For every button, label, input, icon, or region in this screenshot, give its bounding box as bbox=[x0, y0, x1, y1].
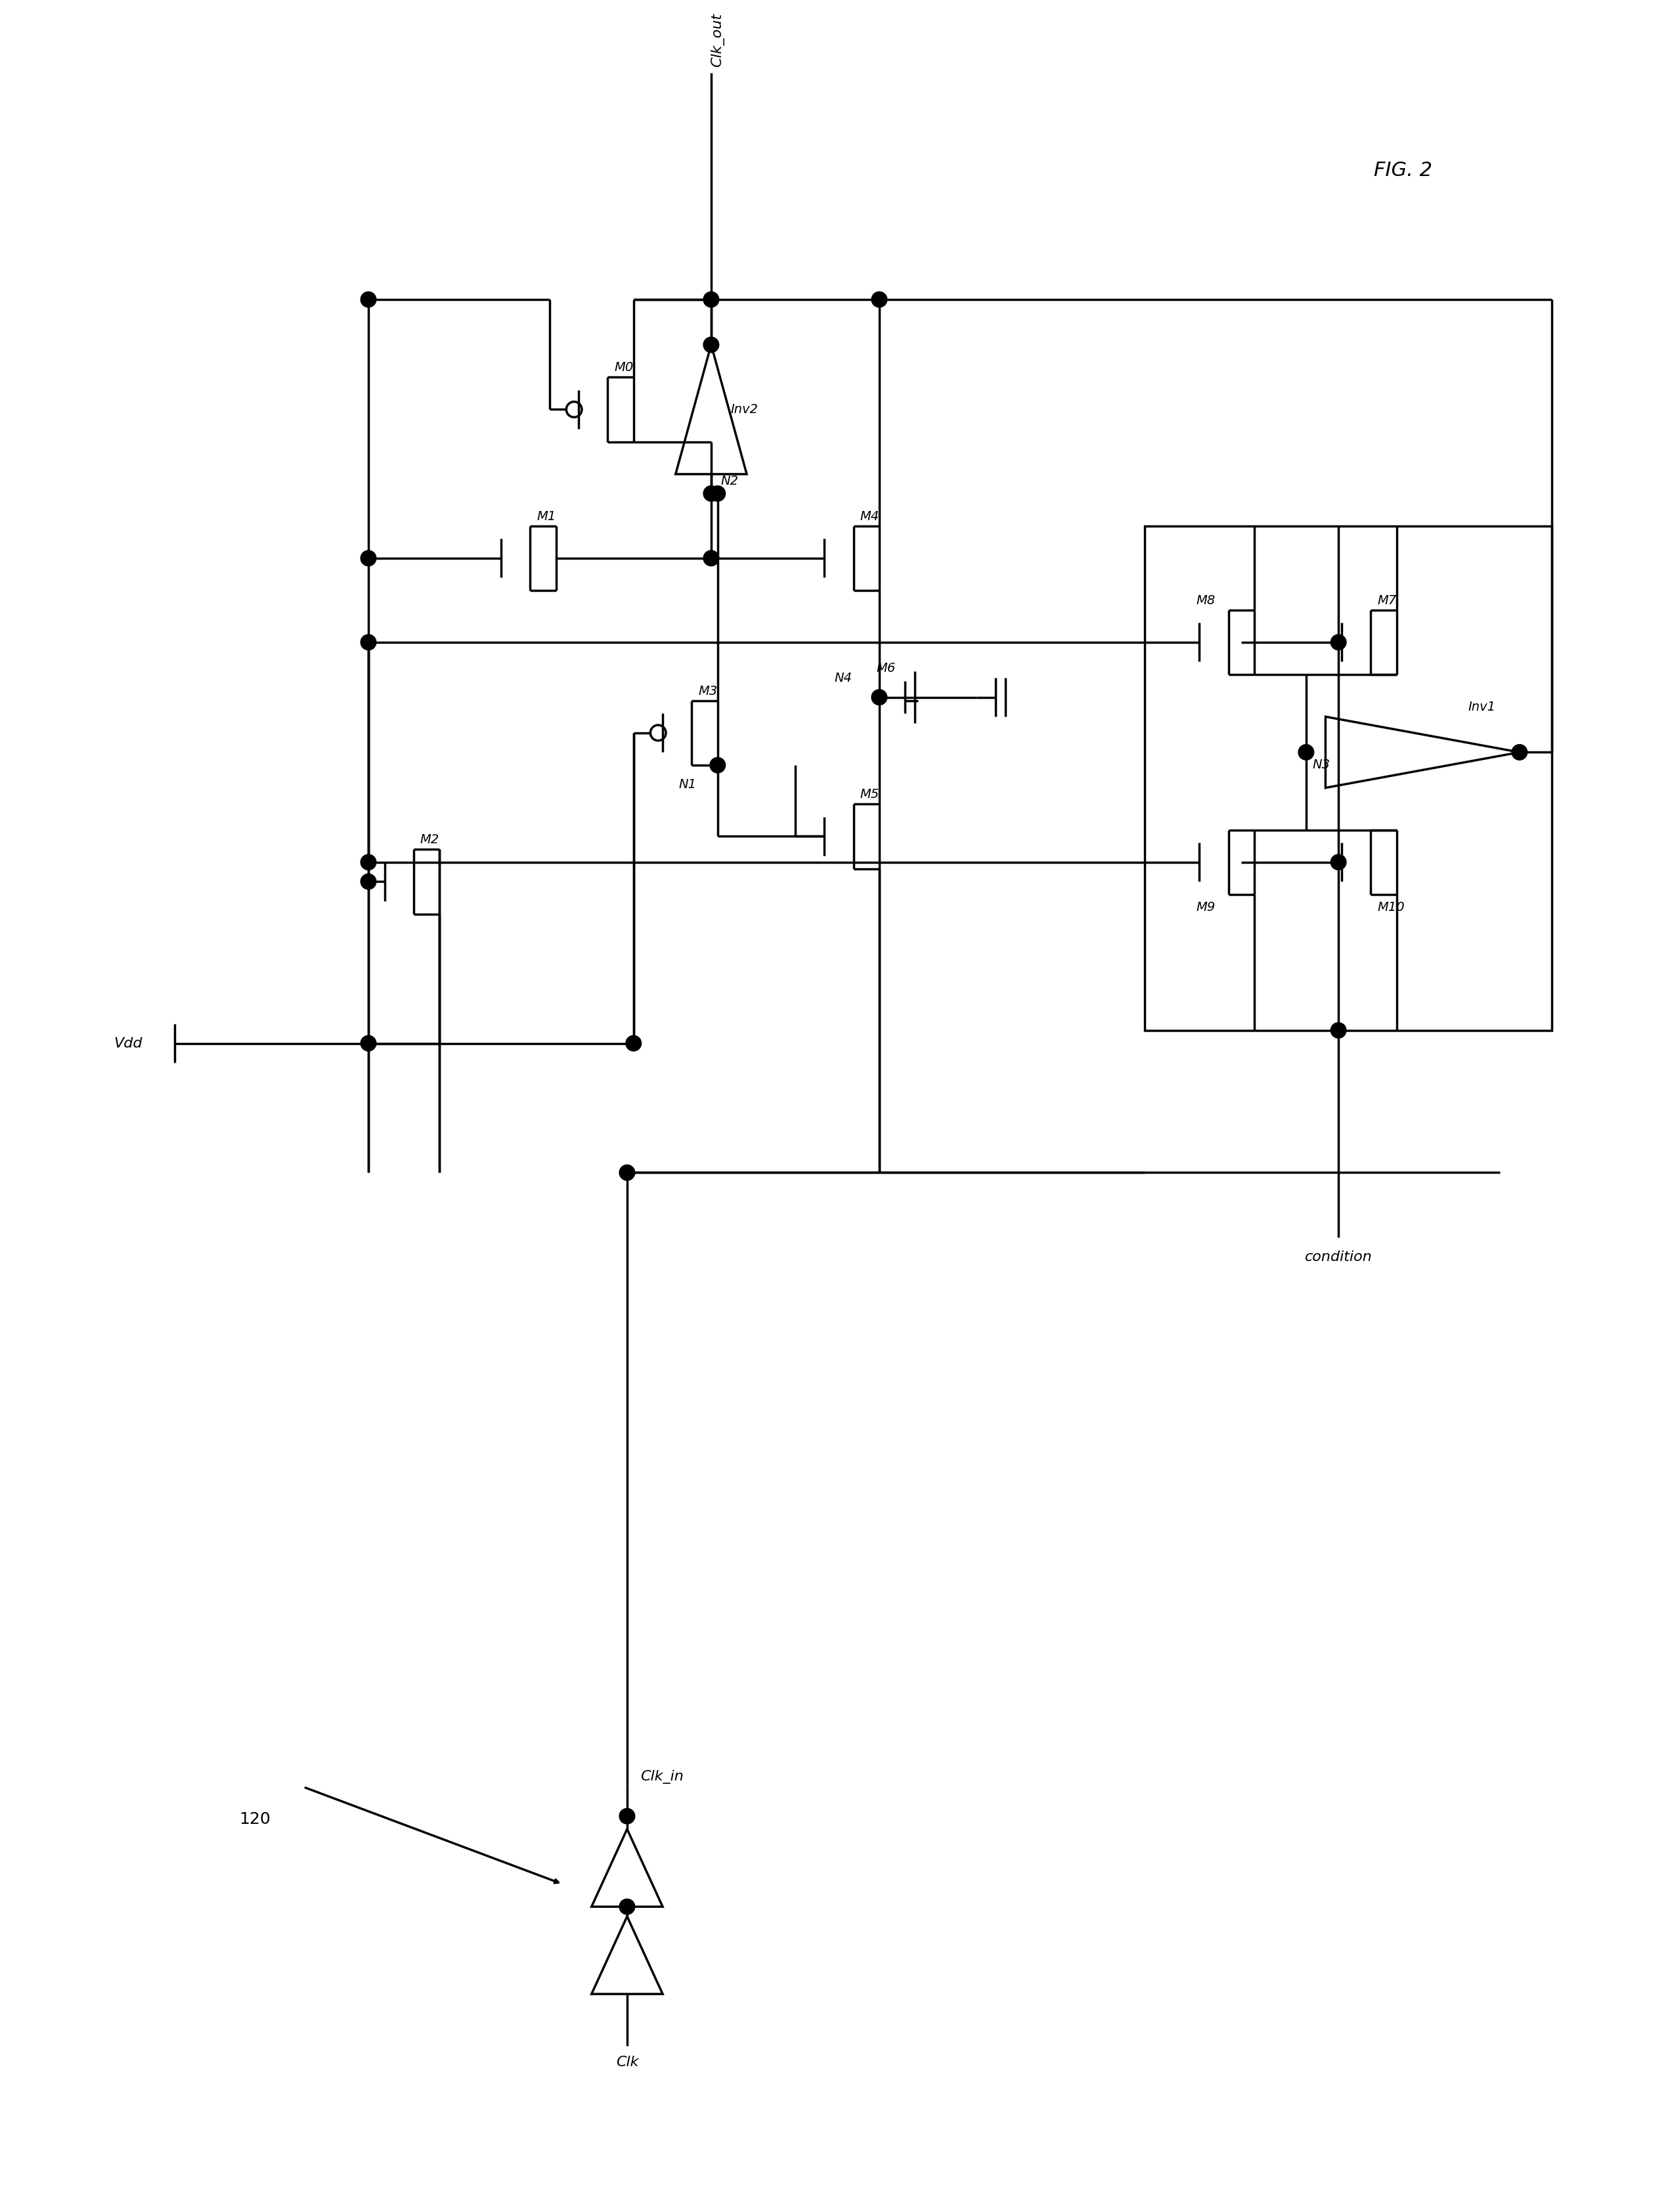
Circle shape bbox=[872, 690, 887, 706]
Text: N2: N2 bbox=[721, 476, 738, 487]
Text: N3: N3 bbox=[1313, 759, 1331, 772]
Text: M1: M1 bbox=[536, 511, 556, 522]
Text: N1: N1 bbox=[678, 779, 696, 790]
Text: M4: M4 bbox=[860, 511, 878, 522]
Text: M7: M7 bbox=[1378, 595, 1396, 606]
FancyBboxPatch shape bbox=[1144, 526, 1551, 1031]
Text: M5: M5 bbox=[860, 787, 878, 801]
Text: Vdd: Vdd bbox=[114, 1037, 142, 1051]
Text: M6: M6 bbox=[877, 661, 895, 675]
Circle shape bbox=[703, 487, 718, 502]
Circle shape bbox=[1331, 1022, 1346, 1037]
Text: condition: condition bbox=[1304, 1250, 1373, 1263]
Text: N4: N4 bbox=[833, 672, 852, 684]
Circle shape bbox=[1298, 745, 1314, 761]
Text: M3: M3 bbox=[698, 686, 718, 697]
Text: Inv2: Inv2 bbox=[730, 403, 758, 416]
Circle shape bbox=[626, 1035, 641, 1051]
Circle shape bbox=[710, 487, 725, 502]
Text: 120: 120 bbox=[239, 1812, 271, 1827]
Circle shape bbox=[703, 336, 718, 352]
Circle shape bbox=[703, 551, 718, 566]
Circle shape bbox=[1331, 635, 1346, 650]
Circle shape bbox=[361, 635, 376, 650]
Text: Clk_out: Clk_out bbox=[711, 13, 725, 66]
Text: FIG. 2: FIG. 2 bbox=[1374, 161, 1433, 179]
Circle shape bbox=[361, 292, 376, 307]
Circle shape bbox=[620, 1898, 635, 1913]
Text: Inv1: Inv1 bbox=[1468, 701, 1495, 714]
Circle shape bbox=[1331, 854, 1346, 869]
Circle shape bbox=[710, 757, 725, 772]
Circle shape bbox=[361, 874, 376, 889]
Text: M0: M0 bbox=[615, 361, 633, 374]
Text: M2: M2 bbox=[421, 834, 439, 845]
Circle shape bbox=[361, 1035, 376, 1051]
Text: Clk_in: Clk_in bbox=[640, 1770, 683, 1783]
Text: Clk: Clk bbox=[616, 2055, 638, 2068]
Text: M8: M8 bbox=[1196, 595, 1216, 606]
Circle shape bbox=[620, 1809, 635, 1825]
Circle shape bbox=[1511, 745, 1528, 761]
Text: M9: M9 bbox=[1196, 900, 1216, 914]
Circle shape bbox=[361, 854, 376, 869]
Circle shape bbox=[703, 292, 718, 307]
Text: M10: M10 bbox=[1378, 900, 1404, 914]
Circle shape bbox=[361, 551, 376, 566]
Circle shape bbox=[872, 292, 887, 307]
Circle shape bbox=[620, 1166, 635, 1181]
